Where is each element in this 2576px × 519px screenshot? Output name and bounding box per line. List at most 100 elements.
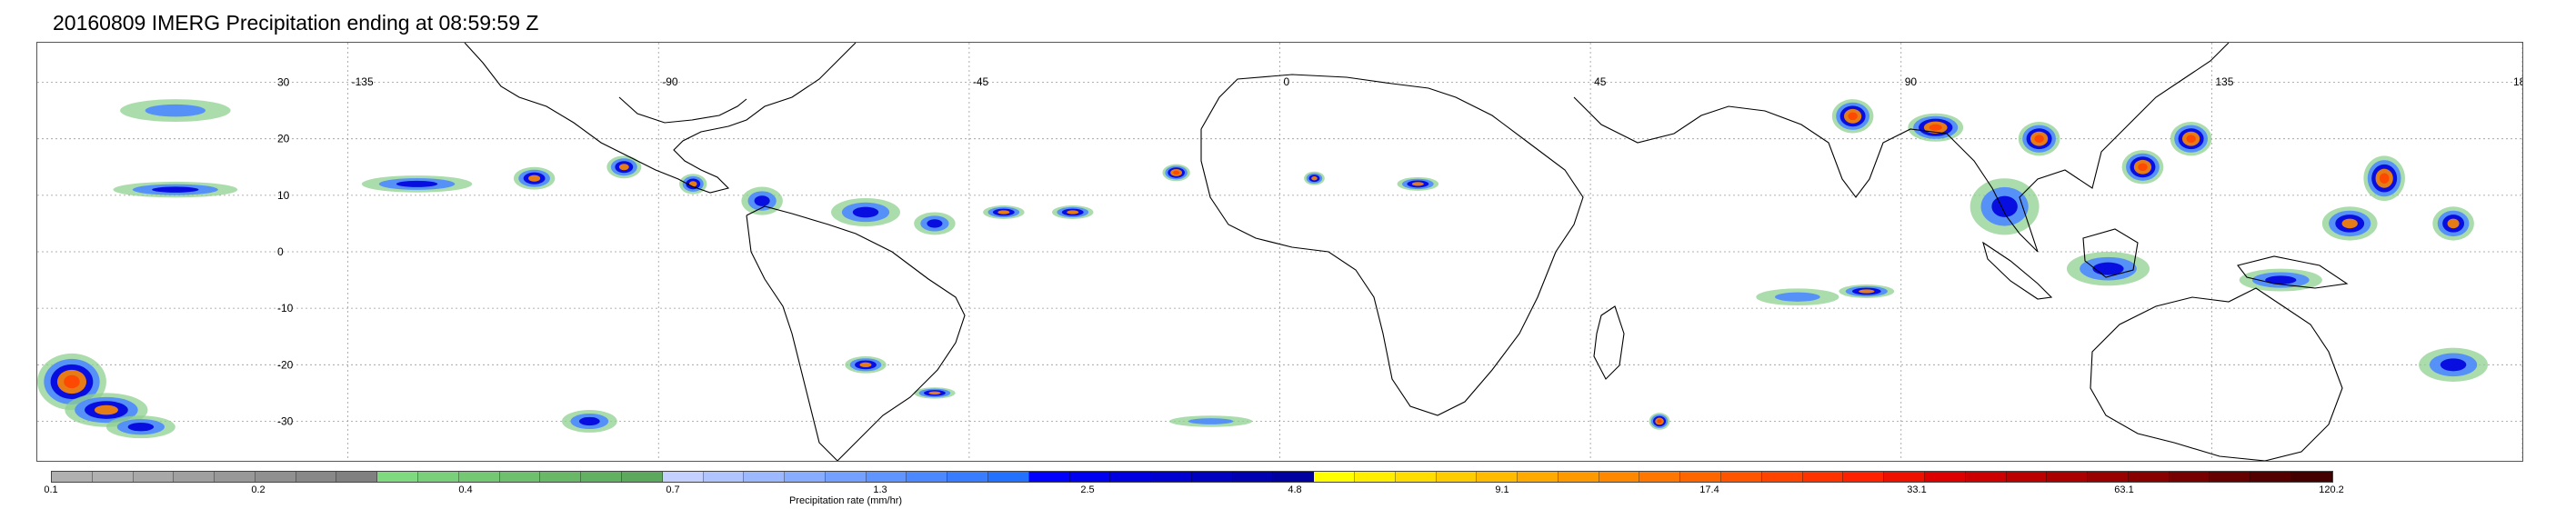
- rain-cell: [1848, 112, 1858, 121]
- colorbar-tick-label: 0.7: [666, 484, 680, 495]
- map-canvas: -135 -90 -45 0 45 90 135 180 30 20 10 0 -10 -20 -30: [37, 43, 2522, 461]
- latitude-label: -10: [277, 302, 294, 314]
- rain-cell: [2440, 358, 2467, 372]
- colorbar-tick-label: 2.5: [1080, 484, 1095, 495]
- map-title: 20160809 IMERG Precipitation ending at 0…: [53, 11, 539, 35]
- colorbar-segment: [907, 472, 948, 482]
- coastline-sumatra: [1982, 241, 2053, 300]
- colorbar-segment: [458, 472, 500, 482]
- colorbar-segment: [2088, 472, 2129, 482]
- rain-cell: [852, 206, 879, 218]
- rain-cell: [1411, 182, 1424, 186]
- colorbar-tick-label: 9.1: [1495, 484, 1509, 495]
- colorbar-segment: [255, 472, 296, 482]
- colorbar-segment: [296, 472, 337, 482]
- rain-cell: [927, 219, 943, 228]
- colorbar-segment: [377, 472, 419, 482]
- colorbar-segment: [2128, 472, 2170, 482]
- colorbar-segment: [540, 472, 582, 482]
- rain-cell: [2186, 135, 2196, 143]
- coastline-new-guinea: [2237, 255, 2349, 289]
- coastline-south-america: [746, 205, 966, 461]
- precipitation-map: -135 -90 -45 0 45 90 135 180 30 20 10 0 -10 -20 -30: [36, 42, 2523, 462]
- colorbar-segment: [947, 472, 988, 482]
- colorbar-segment: [2169, 472, 2210, 482]
- coastline-north-america: [464, 43, 857, 194]
- precipitation-field: [37, 99, 2489, 439]
- colorbar-segment: [1965, 472, 2007, 482]
- rain-cell: [94, 404, 118, 415]
- colorbar-segment: [1273, 472, 1315, 482]
- latitude-label: 30: [277, 76, 290, 89]
- colorbar-segment: [1843, 472, 1885, 482]
- colorbar-segment: [92, 472, 134, 482]
- rain-cell: [1859, 289, 1875, 294]
- colorbar-segment: [1518, 472, 1559, 482]
- rain-cell: [754, 195, 770, 206]
- rain-cell: [1311, 176, 1318, 181]
- colorbar-segment: [1232, 472, 1274, 482]
- rain-cell: [618, 164, 629, 171]
- colorbar-tick-label: 0.4: [458, 484, 473, 495]
- colorbar-tick-label: 1.3: [873, 484, 887, 495]
- rain-cell: [145, 104, 205, 117]
- rain-cell: [528, 175, 541, 182]
- rain-cell: [1188, 418, 1234, 424]
- rain-cell: [2265, 275, 2297, 284]
- rain-cell: [578, 416, 600, 426]
- colorbar-segment: [499, 472, 541, 482]
- rain-cell: [928, 391, 941, 395]
- rain-cell: [2447, 218, 2460, 229]
- latitude-label: 0: [277, 245, 284, 258]
- colorbar-segment: [744, 472, 786, 482]
- colorbar-segment: [581, 472, 622, 482]
- coastline-madagascar: [1593, 305, 1625, 380]
- rain-cell: [1067, 210, 1079, 215]
- colorbar-tick-label: 4.8: [1288, 484, 1302, 495]
- colorbar-tick-label: 120.2: [2319, 484, 2344, 495]
- coastline-gulf: [618, 96, 747, 124]
- latitude-label: 20: [277, 133, 290, 145]
- colorbar-tick-label: 0.2: [251, 484, 266, 495]
- colorbar-segment: [703, 472, 745, 482]
- colorbar-segment: [825, 472, 867, 482]
- colorbar-segment: [1477, 472, 1519, 482]
- rain-cell: [2092, 262, 2124, 275]
- precipitation-colorbar: [51, 471, 2333, 483]
- colorbar-segment: [2047, 472, 2089, 482]
- longitude-label: 45: [1594, 75, 1607, 88]
- coastline-africa: [1200, 74, 1584, 416]
- colorbar-segment: [866, 472, 907, 482]
- colorbar-tick-label: 17.4: [1699, 484, 1719, 495]
- colorbar-tick-labels: 0.1 0.2 0.4 0.7 1.3 2.5 4.8 9.1 17.4 33.1 63.1 120.…: [44, 484, 2343, 497]
- colorbar-tick-label: 0.1: [44, 484, 58, 495]
- latitude-label: -20: [277, 358, 294, 371]
- colorbar-segment: [785, 472, 826, 482]
- colorbar-segment: [1191, 472, 1233, 482]
- rain-cell: [997, 210, 1010, 215]
- rain-cell: [2379, 173, 2390, 184]
- colorbar-segment: [2290, 472, 2332, 482]
- colorbar-segment: [418, 472, 459, 482]
- longitude-label: -135: [352, 75, 374, 88]
- colorbar-segment: [662, 472, 704, 482]
- rain-cell: [2034, 135, 2044, 143]
- colorbar-segment: [174, 472, 216, 482]
- rain-cell: [1657, 419, 1662, 424]
- longitude-label: 135: [2215, 75, 2233, 88]
- colorbar-tick-label: 33.1: [1907, 484, 1927, 495]
- colorbar-segment: [1721, 472, 1762, 482]
- latitude-label: -30: [277, 414, 294, 427]
- longitude-label: 90: [1905, 75, 1918, 88]
- coastline-borneo: [2082, 228, 2139, 278]
- colorbar-segment: [1884, 472, 1925, 482]
- colorbar-segment: [1639, 472, 1681, 482]
- colorbar-segment: [2250, 472, 2291, 482]
- colorbar-segment: [1680, 472, 1722, 482]
- coastline-arabia-india: [1573, 96, 1948, 198]
- rain-cell: [2341, 218, 2358, 229]
- colorbar-segment: [1028, 472, 1070, 482]
- colorbar-segment: [1395, 472, 1437, 482]
- rain-cell: [152, 186, 199, 193]
- colorbar-segment: [52, 472, 93, 482]
